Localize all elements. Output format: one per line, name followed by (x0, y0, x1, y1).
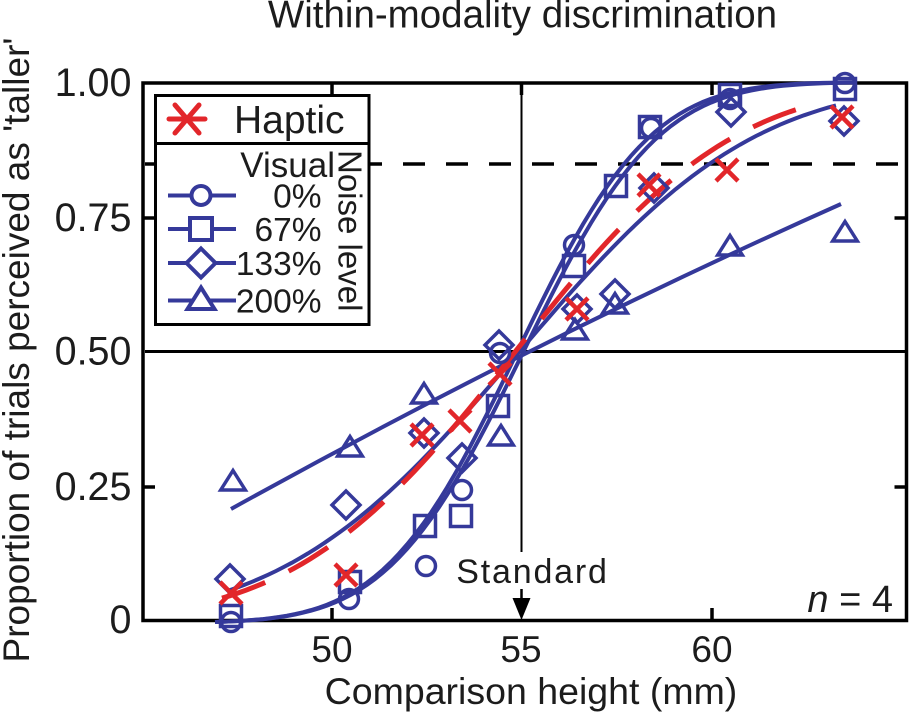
svg-text:133%: 133% (236, 246, 322, 283)
svg-text:0.75: 0.75 (55, 196, 132, 240)
svg-text:67%: 67% (254, 212, 321, 249)
svg-text:55: 55 (500, 629, 541, 670)
svg-text:0: 0 (110, 598, 132, 642)
svg-text:Comparison height (mm): Comparison height (mm) (325, 670, 738, 712)
svg-text:1.00: 1.00 (55, 61, 132, 105)
svg-text:60: 60 (691, 629, 732, 670)
svg-text:0.25: 0.25 (55, 465, 132, 509)
svg-text:Visual: Visual (240, 146, 335, 185)
svg-text:Haptic: Haptic (234, 99, 345, 142)
svg-text:0%: 0% (273, 179, 321, 216)
svg-text:200%: 200% (236, 284, 322, 321)
svg-text:Standard: Standard (456, 553, 608, 591)
svg-text:50: 50 (311, 629, 352, 670)
svg-text:Proportion of trials perceived: Proportion of trials perceived as 'talle… (0, 38, 37, 663)
svg-text:Noise level: Noise level (332, 150, 369, 311)
svg-text:0.50: 0.50 (55, 330, 132, 374)
svg-text:n = 4: n = 4 (807, 579, 893, 621)
svg-text:Within-modality discrimination: Within-modality discrimination (268, 0, 777, 37)
